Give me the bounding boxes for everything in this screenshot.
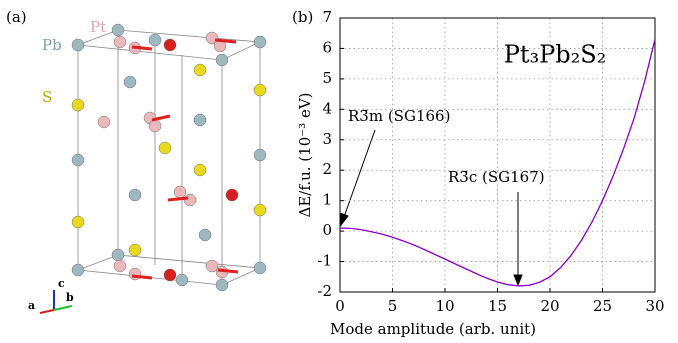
- y-axis-title: ΔE/f.u. (10⁻³ eV): [296, 92, 314, 217]
- x-tick-label: 30: [645, 297, 664, 315]
- x-tick-label: 5: [388, 297, 398, 315]
- x-tick-label: 25: [593, 297, 612, 315]
- y-tick-label: 2: [322, 160, 332, 178]
- atom-label: Pb: [42, 36, 62, 54]
- x-tick-label: 20: [540, 297, 559, 315]
- y-tick-label: 1: [322, 191, 332, 209]
- x-tick-label: 0: [335, 297, 345, 315]
- y-tick-label: 4: [322, 99, 332, 117]
- y-tick-label: 5: [322, 69, 332, 87]
- axis-triad: c a b: [28, 277, 74, 313]
- atom-label: S: [42, 88, 52, 106]
- annotation: Pt₃Pb₂S₂: [504, 41, 607, 69]
- atom-label: Pt: [90, 18, 106, 36]
- axis-label: b: [66, 291, 74, 304]
- panel-label: (b): [292, 8, 313, 26]
- y-tick-label: 7: [322, 8, 332, 26]
- y-tick-label: 3: [322, 130, 332, 148]
- x-axis-title: Mode amplitude (arb. unit): [330, 320, 536, 338]
- atoms: [72, 24, 266, 291]
- y-tick-label: 6: [322, 38, 332, 56]
- axis-label: a: [28, 299, 35, 312]
- unit-cell: [78, 30, 260, 285]
- annotation: R3̄c (SG167): [448, 168, 545, 186]
- y-tick-label: 0: [322, 221, 332, 239]
- y-tick-label: -2: [317, 282, 332, 300]
- panel-label: (a): [6, 8, 27, 26]
- figure: (a) Pt Pb S: [0, 0, 678, 343]
- structure-panel: (a) Pt Pb S: [6, 8, 266, 313]
- x-tick-label: 15: [488, 297, 507, 315]
- x-tick-label: 10: [435, 297, 454, 315]
- y-tick-label: -1: [317, 252, 332, 270]
- axis-label: c: [58, 277, 65, 290]
